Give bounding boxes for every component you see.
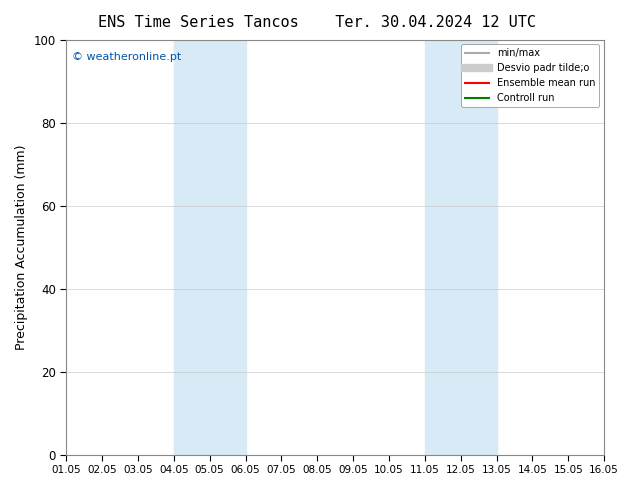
Text: ENS Time Series Tancos    Ter. 30.04.2024 12 UTC: ENS Time Series Tancos Ter. 30.04.2024 1…: [98, 15, 536, 30]
Legend: min/max, Desvio padr tilde;o, Ensemble mean run, Controll run: min/max, Desvio padr tilde;o, Ensemble m…: [461, 45, 599, 107]
Bar: [174, 40, 245, 455]
Y-axis label: Precipitation Accumulation (mm): Precipitation Accumulation (mm): [15, 145, 28, 350]
Text: © weatheronline.pt: © weatheronline.pt: [72, 52, 181, 62]
Bar: [425, 40, 496, 455]
